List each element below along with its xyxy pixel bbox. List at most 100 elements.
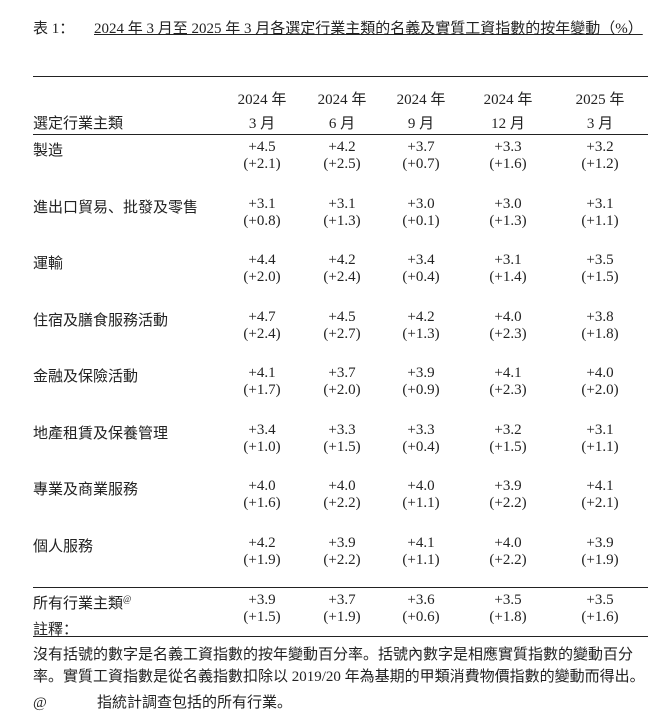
nominal-value: +3.9 bbox=[248, 592, 276, 608]
nominal-value: +3.0 bbox=[494, 195, 522, 212]
table-row: 運輸 +4.4 (+2.0) +4.2 (+2.4) +3.4 (+0.4) +3.1 (+1.… bbox=[33, 248, 648, 305]
real-value: (+1.5) bbox=[323, 438, 361, 455]
real-value: (+2.2) bbox=[489, 495, 527, 511]
real-value: (+1.5) bbox=[243, 609, 281, 625]
nominal-value: +3.2 bbox=[586, 139, 614, 155]
column-month: 9 月 bbox=[407, 116, 435, 132]
nominal-value: +3.1 bbox=[586, 195, 614, 212]
real-value: (+1.6) bbox=[489, 156, 527, 172]
column-month: 12 月 bbox=[491, 116, 525, 132]
nominal-value: +3.1 bbox=[248, 195, 276, 212]
nominal-value: +4.0 bbox=[586, 365, 614, 381]
real-value: (+1.2) bbox=[581, 156, 619, 172]
real-value: (+2.2) bbox=[323, 551, 361, 568]
nominal-value: +3.5 bbox=[494, 592, 522, 608]
nominal-value: +3.9 bbox=[586, 534, 614, 551]
nominal-value: +3.1 bbox=[586, 421, 614, 438]
nominal-value: +4.2 bbox=[248, 534, 276, 551]
column-month: 6 月 bbox=[328, 116, 356, 132]
real-value: (+1.9) bbox=[581, 551, 619, 568]
real-value: (+1.6) bbox=[243, 495, 281, 511]
nominal-value: +3.7 bbox=[407, 139, 435, 155]
nominal-value: +3.7 bbox=[328, 592, 356, 608]
summary-name: 所有行業主類 bbox=[33, 596, 124, 612]
real-value: (+0.4) bbox=[402, 438, 440, 455]
real-value: (+0.7) bbox=[402, 156, 440, 172]
nominal-value: +3.5 bbox=[586, 592, 614, 608]
row-label: 住宿及膳食服務活動 bbox=[33, 312, 169, 329]
real-value: (+2.0) bbox=[581, 382, 619, 398]
real-value: (+0.8) bbox=[243, 212, 281, 229]
notes-heading: 註釋： bbox=[33, 622, 79, 638]
real-value: (+1.5) bbox=[581, 269, 619, 285]
row-label: 金融及保險活動 bbox=[33, 369, 139, 385]
real-value: (+2.2) bbox=[489, 551, 527, 568]
nominal-value: +3.5 bbox=[586, 252, 614, 268]
real-value: (+1.8) bbox=[581, 325, 619, 342]
nominal-value: +4.0 bbox=[248, 478, 276, 494]
nominal-value: +4.4 bbox=[248, 252, 276, 268]
nominal-value: +4.1 bbox=[407, 534, 435, 551]
real-value: (+2.1) bbox=[243, 156, 281, 172]
real-value: (+2.3) bbox=[489, 325, 527, 342]
wage-index-table: 選定行業主類 2024 年 3 月 2024 年 6 月 2024 年 9 月 202… bbox=[33, 76, 648, 637]
real-value: (+2.5) bbox=[323, 156, 361, 172]
table-row: 製造 +4.5 (+2.1) +4.2 (+2.5) +3.7 (+0.7) +3.3 (+1.… bbox=[33, 135, 648, 192]
real-value: (+1.1) bbox=[402, 495, 440, 511]
nominal-value: +3.3 bbox=[494, 139, 522, 155]
nominal-value: +4.0 bbox=[494, 308, 522, 325]
real-value: (+1.4) bbox=[489, 269, 527, 285]
nominal-value: +3.1 bbox=[328, 195, 356, 212]
real-value: (+2.4) bbox=[323, 269, 361, 285]
column-year: 2025 年 bbox=[575, 92, 625, 108]
real-value: (+0.1) bbox=[402, 212, 440, 229]
real-value: (+2.0) bbox=[323, 382, 361, 398]
table-row: 個人服務 +4.2 (+1.9) +3.9 (+2.2) +4.1 (+1.1) +4.0 (+… bbox=[33, 531, 648, 588]
row-label: 運輸 bbox=[33, 256, 64, 272]
nominal-value: +3.9 bbox=[494, 478, 522, 494]
real-value: (+0.6) bbox=[402, 609, 440, 625]
real-value: (+1.9) bbox=[323, 609, 361, 625]
nominal-value: +3.4 bbox=[248, 421, 276, 438]
nominal-value: +3.3 bbox=[407, 421, 435, 438]
nominal-value: +4.2 bbox=[407, 308, 435, 325]
real-value: (+1.6) bbox=[581, 609, 619, 625]
row-label: 地產租賃及保養管理 bbox=[33, 425, 169, 442]
table-header: 選定行業主類 2024 年 3 月 2024 年 6 月 2024 年 9 月 202… bbox=[33, 77, 648, 135]
nominal-value: +4.7 bbox=[248, 308, 276, 325]
real-value: (+1.3) bbox=[489, 212, 527, 229]
nominal-value: +3.8 bbox=[586, 308, 614, 325]
column-month: 3 月 bbox=[586, 116, 614, 132]
real-value: (+1.9) bbox=[243, 551, 281, 568]
notes-paragraph: 沒有括號的數字是名義工資指數的按年變動百分率。括號內數字是相應實質指數的變動百分… bbox=[33, 647, 645, 685]
nominal-value: +4.2 bbox=[328, 139, 356, 155]
table-row: 進出口貿易、批發及零售 +3.1 (+0.8) +3.1 (+1.3) +3.0 (+0.1… bbox=[33, 192, 648, 249]
real-value: (+1.1) bbox=[581, 212, 619, 229]
nominal-value: +3.3 bbox=[328, 421, 356, 438]
real-value: (+2.2) bbox=[323, 495, 361, 511]
real-value: (+2.7) bbox=[323, 325, 361, 342]
nominal-value: +4.2 bbox=[328, 252, 356, 268]
real-value: (+2.0) bbox=[243, 269, 281, 285]
footnote-mark: @ bbox=[123, 594, 132, 604]
real-value: (+1.0) bbox=[243, 438, 281, 455]
category-header: 選定行業主類 bbox=[33, 116, 124, 132]
footnote-text: 指統計調查包括的所有行業。 bbox=[97, 695, 293, 711]
table-row: 住宿及膳食服務活動 +4.7 (+2.4) +4.5 (+2.7) +4.2 (+1.3) +… bbox=[33, 305, 648, 362]
nominal-value: +3.9 bbox=[407, 365, 435, 381]
column-year: 2024 年 bbox=[317, 92, 367, 108]
nominal-value: +3.4 bbox=[407, 252, 435, 268]
row-label: 個人服務 bbox=[33, 538, 94, 555]
nominal-value: +3.2 bbox=[494, 421, 522, 438]
real-value: (+1.1) bbox=[402, 551, 440, 568]
nominal-value: +4.5 bbox=[328, 308, 356, 325]
column-month: 3 月 bbox=[248, 116, 276, 132]
nominal-value: +4.1 bbox=[248, 365, 276, 381]
real-value: (+1.3) bbox=[323, 212, 361, 229]
real-value: (+1.7) bbox=[243, 382, 281, 398]
real-value: (+1.8) bbox=[489, 609, 527, 625]
real-value: (+0.9) bbox=[402, 382, 440, 398]
real-value: (+2.1) bbox=[581, 495, 619, 511]
real-value: (+2.4) bbox=[243, 325, 281, 342]
notes: 註釋： 沒有括號的數字是名義工資指數的按年變動百分率。括號內數字是相應實質指數的… bbox=[33, 619, 648, 714]
